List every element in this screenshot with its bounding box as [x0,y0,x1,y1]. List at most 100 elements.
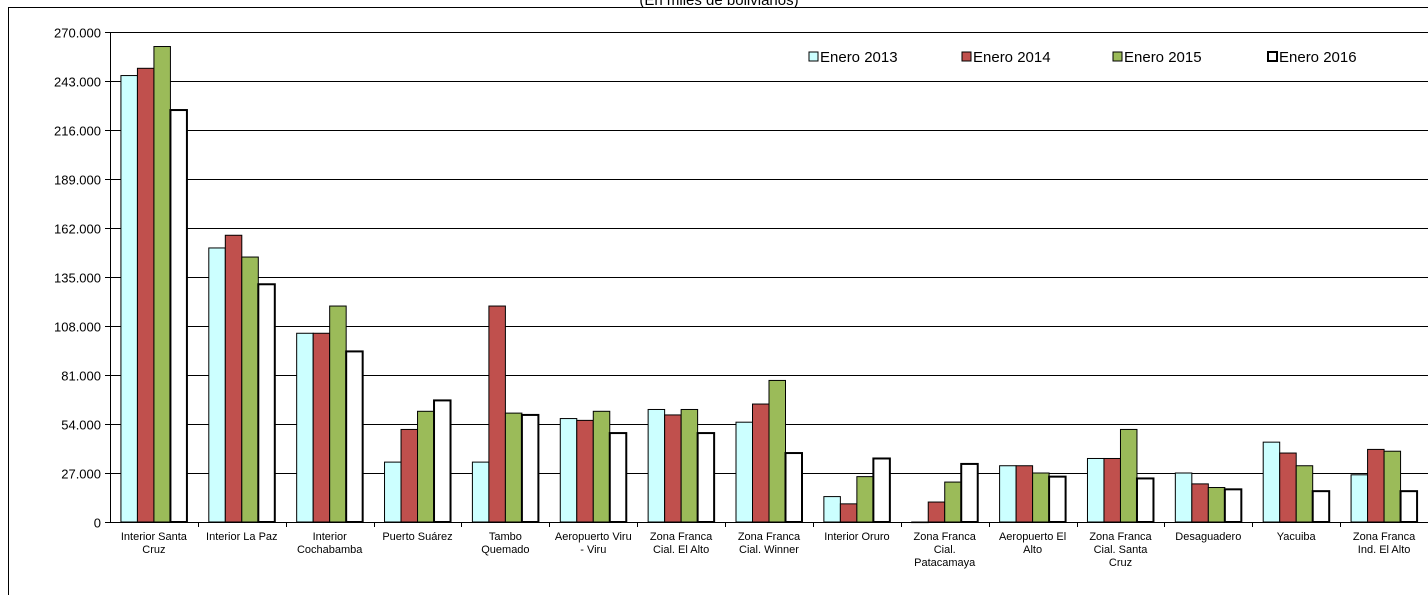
bar-enero-2014 [224,234,243,523]
bar-enero-2014 [927,501,946,523]
category-label: Tambo Quemado [481,531,529,556]
bar-enero-2015 [856,476,874,523]
bar-enero-2013 [1174,472,1193,523]
bar-enero-2015 [241,256,259,523]
bar-enero-2014 [1103,457,1121,523]
bar-enero-2015 [417,410,435,523]
y-tick-label: 189.000 [54,173,101,188]
bar-enero-2016 [257,283,276,524]
legend-swatch [1267,51,1278,62]
bars [120,46,1419,524]
bar-enero-2015 [1295,465,1314,523]
chart-title: (En miles de bolivianos) [639,0,798,9]
bar-enero-2014 [576,419,594,523]
bar-enero-2015 [944,481,962,523]
y-tick-label: 0 [94,516,101,531]
bar-enero-2016 [1135,477,1155,524]
legend-label: Enero 2015 [1124,49,1202,66]
bar-enero-2013 [120,75,138,523]
bar-enero-2013 [1262,441,1281,523]
bar-enero-2013 [999,465,1017,523]
legend-swatch [808,51,819,62]
bar-enero-2013 [911,521,929,524]
bar-enero-2013 [823,496,841,523]
category-labels: Interior Santa Cruz Interior La Paz Interio… [121,531,1416,569]
legend: Enero 2013 Enero 2014 Enero 2015 Enero 2016 [808,49,1357,66]
y-tick-label: 270.000 [54,26,101,41]
bar-enero-2016 [784,452,803,524]
y-tick-label: 27.000 [61,467,101,482]
category-label: Desaguadero [1175,531,1241,543]
bar-enero-2016 [960,462,979,523]
bar-enero-2016 [169,109,188,523]
bar-enero-2016 [872,457,891,524]
bar-enero-2014 [1367,448,1385,523]
bar-enero-2013 [1086,457,1105,523]
bar-enero-2014 [312,332,331,523]
bar-enero-2015 [592,410,611,523]
y-tick-label: 108.000 [54,320,101,335]
category-label: Zona Franca Ind. El Alto [1353,531,1416,556]
axes: 0 27.000 54.000 81.000 108.000 135.000 162.000… [54,26,1428,531]
bar-enero-2014 [839,503,858,523]
bar-enero-2015 [768,379,786,523]
bar-enero-2013 [384,461,402,523]
y-tick-label: 54.000 [61,418,101,433]
bar-enero-2016 [1311,490,1331,523]
bar-enero-2016 [1399,490,1419,523]
category-label: Interior Cochabamba [297,531,363,556]
bar-enero-2016 [608,432,628,524]
bar-enero-2015 [1119,428,1138,523]
bar-enero-2016 [520,413,540,523]
bar-enero-2015 [153,46,171,523]
bar-enero-2014 [1015,465,1034,523]
category-label: Puerto Suárez [382,531,452,543]
y-tick-label: 162.000 [54,222,101,237]
legend-label: Enero 2014 [973,49,1051,66]
category-label: Aeropuerto El Alto [999,531,1066,556]
legend-swatch [961,51,972,62]
category-label: Interior La Paz [206,531,278,543]
bar-enero-2016 [696,432,716,524]
category-label: Zona Franca Cial. El Alto [650,531,713,556]
bar-enero-2013 [296,332,314,523]
bar-enero-2014 [1279,452,1297,523]
bar-enero-2015 [329,305,347,523]
bar-enero-2014 [1191,483,1209,523]
bar-enero-2016 [1223,488,1243,523]
legend-label: Enero 2013 [820,49,898,66]
bar-enero-2015 [1207,487,1226,523]
category-label: Zona Franca Cial. Patacamaya [914,531,977,569]
y-tick-label: 135.000 [54,271,101,286]
y-tick-label: 216.000 [54,124,101,139]
category-label: Interior Santa Cruz [121,531,188,556]
category-label: Yacuiba [1277,531,1317,543]
bar-enero-2015 [1383,450,1402,523]
legend-label: Enero 2016 [1279,49,1357,66]
bar-enero-2014 [664,414,682,523]
y-tick-label: 243.000 [54,75,101,90]
category-label: Aeropuerto Viru - Viru [555,531,632,556]
bar-enero-2015 [504,412,523,523]
bar-enero-2013 [647,408,666,523]
bar-enero-2014 [136,67,155,523]
category-label: Interior Oruro [824,531,889,543]
bar-enero-2016 [1048,475,1067,524]
bar-enero-2013 [471,461,490,523]
y-tick-label: 81.000 [61,369,101,384]
bar-enero-2015 [1032,472,1050,523]
bar-enero-2013 [559,418,578,523]
category-label: Zona Franca Cial. Winner [738,531,801,556]
bar-enero-2014 [752,403,770,523]
bar-enero-2013 [1350,474,1369,523]
bar-enero-2013 [735,421,753,523]
bar-enero-2013 [208,247,226,523]
bar-enero-2016 [433,399,452,523]
bar-enero-2015 [680,408,699,523]
bar-enero-2014 [488,305,506,523]
category-label: Zona Franca Cial. Santa Cruz [1089,531,1152,569]
bar-enero-2016 [345,350,364,523]
legend-swatch [1112,51,1123,62]
bar-enero-2014 [400,428,419,523]
